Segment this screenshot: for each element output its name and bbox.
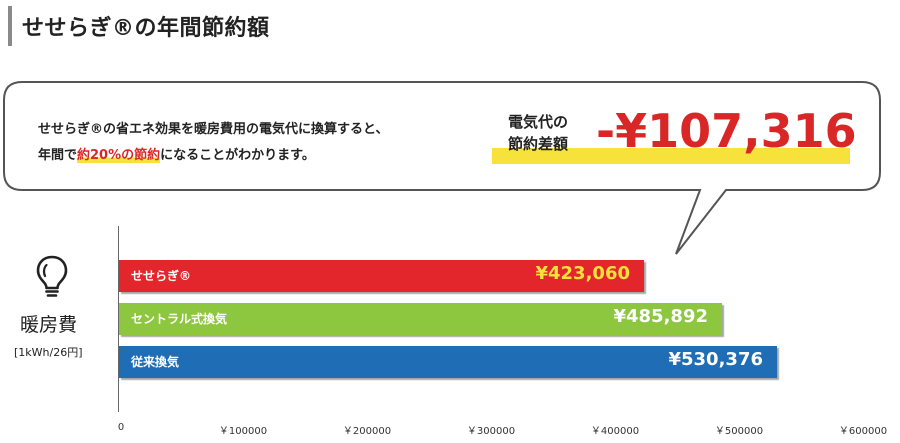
x-tick-label: ￥500000 xyxy=(714,426,764,437)
bar-value-seseragi: ¥423,060 xyxy=(535,263,630,284)
bar-seseragi: せせらぎ® ¥423,060 xyxy=(119,260,644,292)
savings-label-line1: 電気代の xyxy=(508,113,569,131)
x-tick-label: ￥600000 xyxy=(838,426,888,437)
x-tick-label: ￥400000 xyxy=(590,426,640,437)
callout-text-line2: 年間で約20%の節約になることがわかります。 xyxy=(38,144,315,163)
lightbulb-icon xyxy=(36,255,68,297)
savings-highlight-bar xyxy=(492,148,850,164)
x-tick-label: 0 xyxy=(117,422,125,433)
bar-value-central-ventilation: ¥485,892 xyxy=(613,306,708,327)
bar-central-ventilation: セントラル式換気 ¥485,892 xyxy=(119,303,722,335)
savings-rate-highlight: 約20%の節約 xyxy=(77,148,161,163)
callout-text-line1: せせらぎ®の省エネ効果を暖房費用の電気代に換算すると、 xyxy=(38,122,389,137)
x-tick-label: ￥100000 xyxy=(218,426,268,437)
bar-label-seseragi: せせらぎ® xyxy=(131,269,192,283)
savings-amount: -¥107,316 xyxy=(596,104,857,158)
x-tick-label: ￥300000 xyxy=(466,426,516,437)
bar-label-central-ventilation: セントラル式換気 xyxy=(131,312,228,326)
y-axis-title: 暖房費 xyxy=(20,314,78,336)
callout-text-line2-before: 年間で xyxy=(38,148,78,163)
bar-label-conventional-ventilation: 従来換気 xyxy=(131,355,180,369)
savings-label-line2: 節約差額 xyxy=(508,135,569,153)
y-axis-unit: [1kWh/26円] xyxy=(14,346,83,359)
title-accent-bar xyxy=(8,6,12,46)
bar-conventional-ventilation: 従来換気 ¥530,376 xyxy=(119,346,777,378)
x-tick-label: ￥200000 xyxy=(342,426,392,437)
bar-value-conventional-ventilation: ¥530,376 xyxy=(668,349,763,370)
callout-text-line2-after: になることがわかります。 xyxy=(160,148,315,163)
y-axis-line xyxy=(118,226,119,412)
page-title: せせらぎ®の年間節約額 xyxy=(22,16,270,41)
